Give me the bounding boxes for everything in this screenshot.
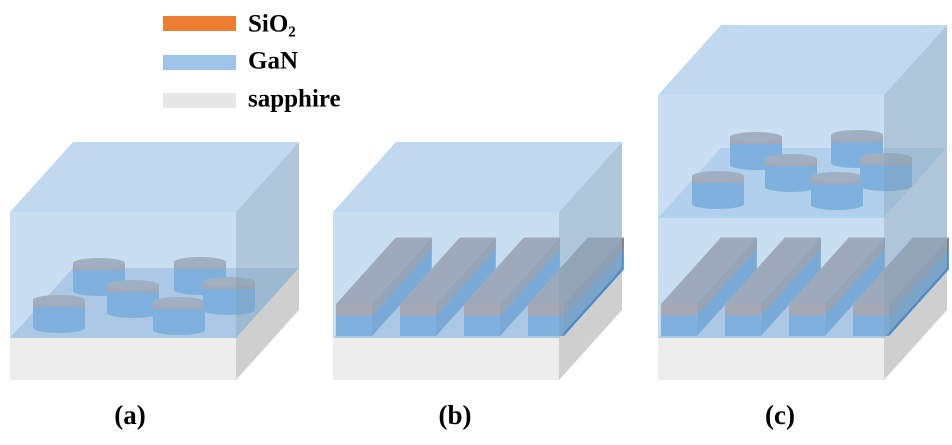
legend-label: GaN — [248, 48, 298, 75]
figure: SiO₂ GaN sapphire (a) (b) (c) — [0, 0, 952, 445]
legend-label: sapphire — [248, 86, 341, 113]
sapphire-front — [658, 338, 884, 380]
gan-front — [333, 212, 559, 338]
sapphire-front — [10, 338, 236, 380]
sapphire-front — [333, 338, 559, 380]
schematics — [10, 25, 949, 380]
gan-front — [10, 212, 236, 338]
gan-front — [658, 218, 884, 338]
legend-label: SiO₂ — [248, 11, 296, 38]
legend-swatch — [163, 93, 236, 108]
panel-label: (c) — [765, 400, 795, 430]
legend-swatch — [163, 16, 236, 31]
panel-label: (a) — [114, 400, 145, 430]
panel-label: (b) — [439, 400, 472, 430]
legend-swatch — [163, 55, 236, 70]
gan-front — [658, 95, 884, 218]
